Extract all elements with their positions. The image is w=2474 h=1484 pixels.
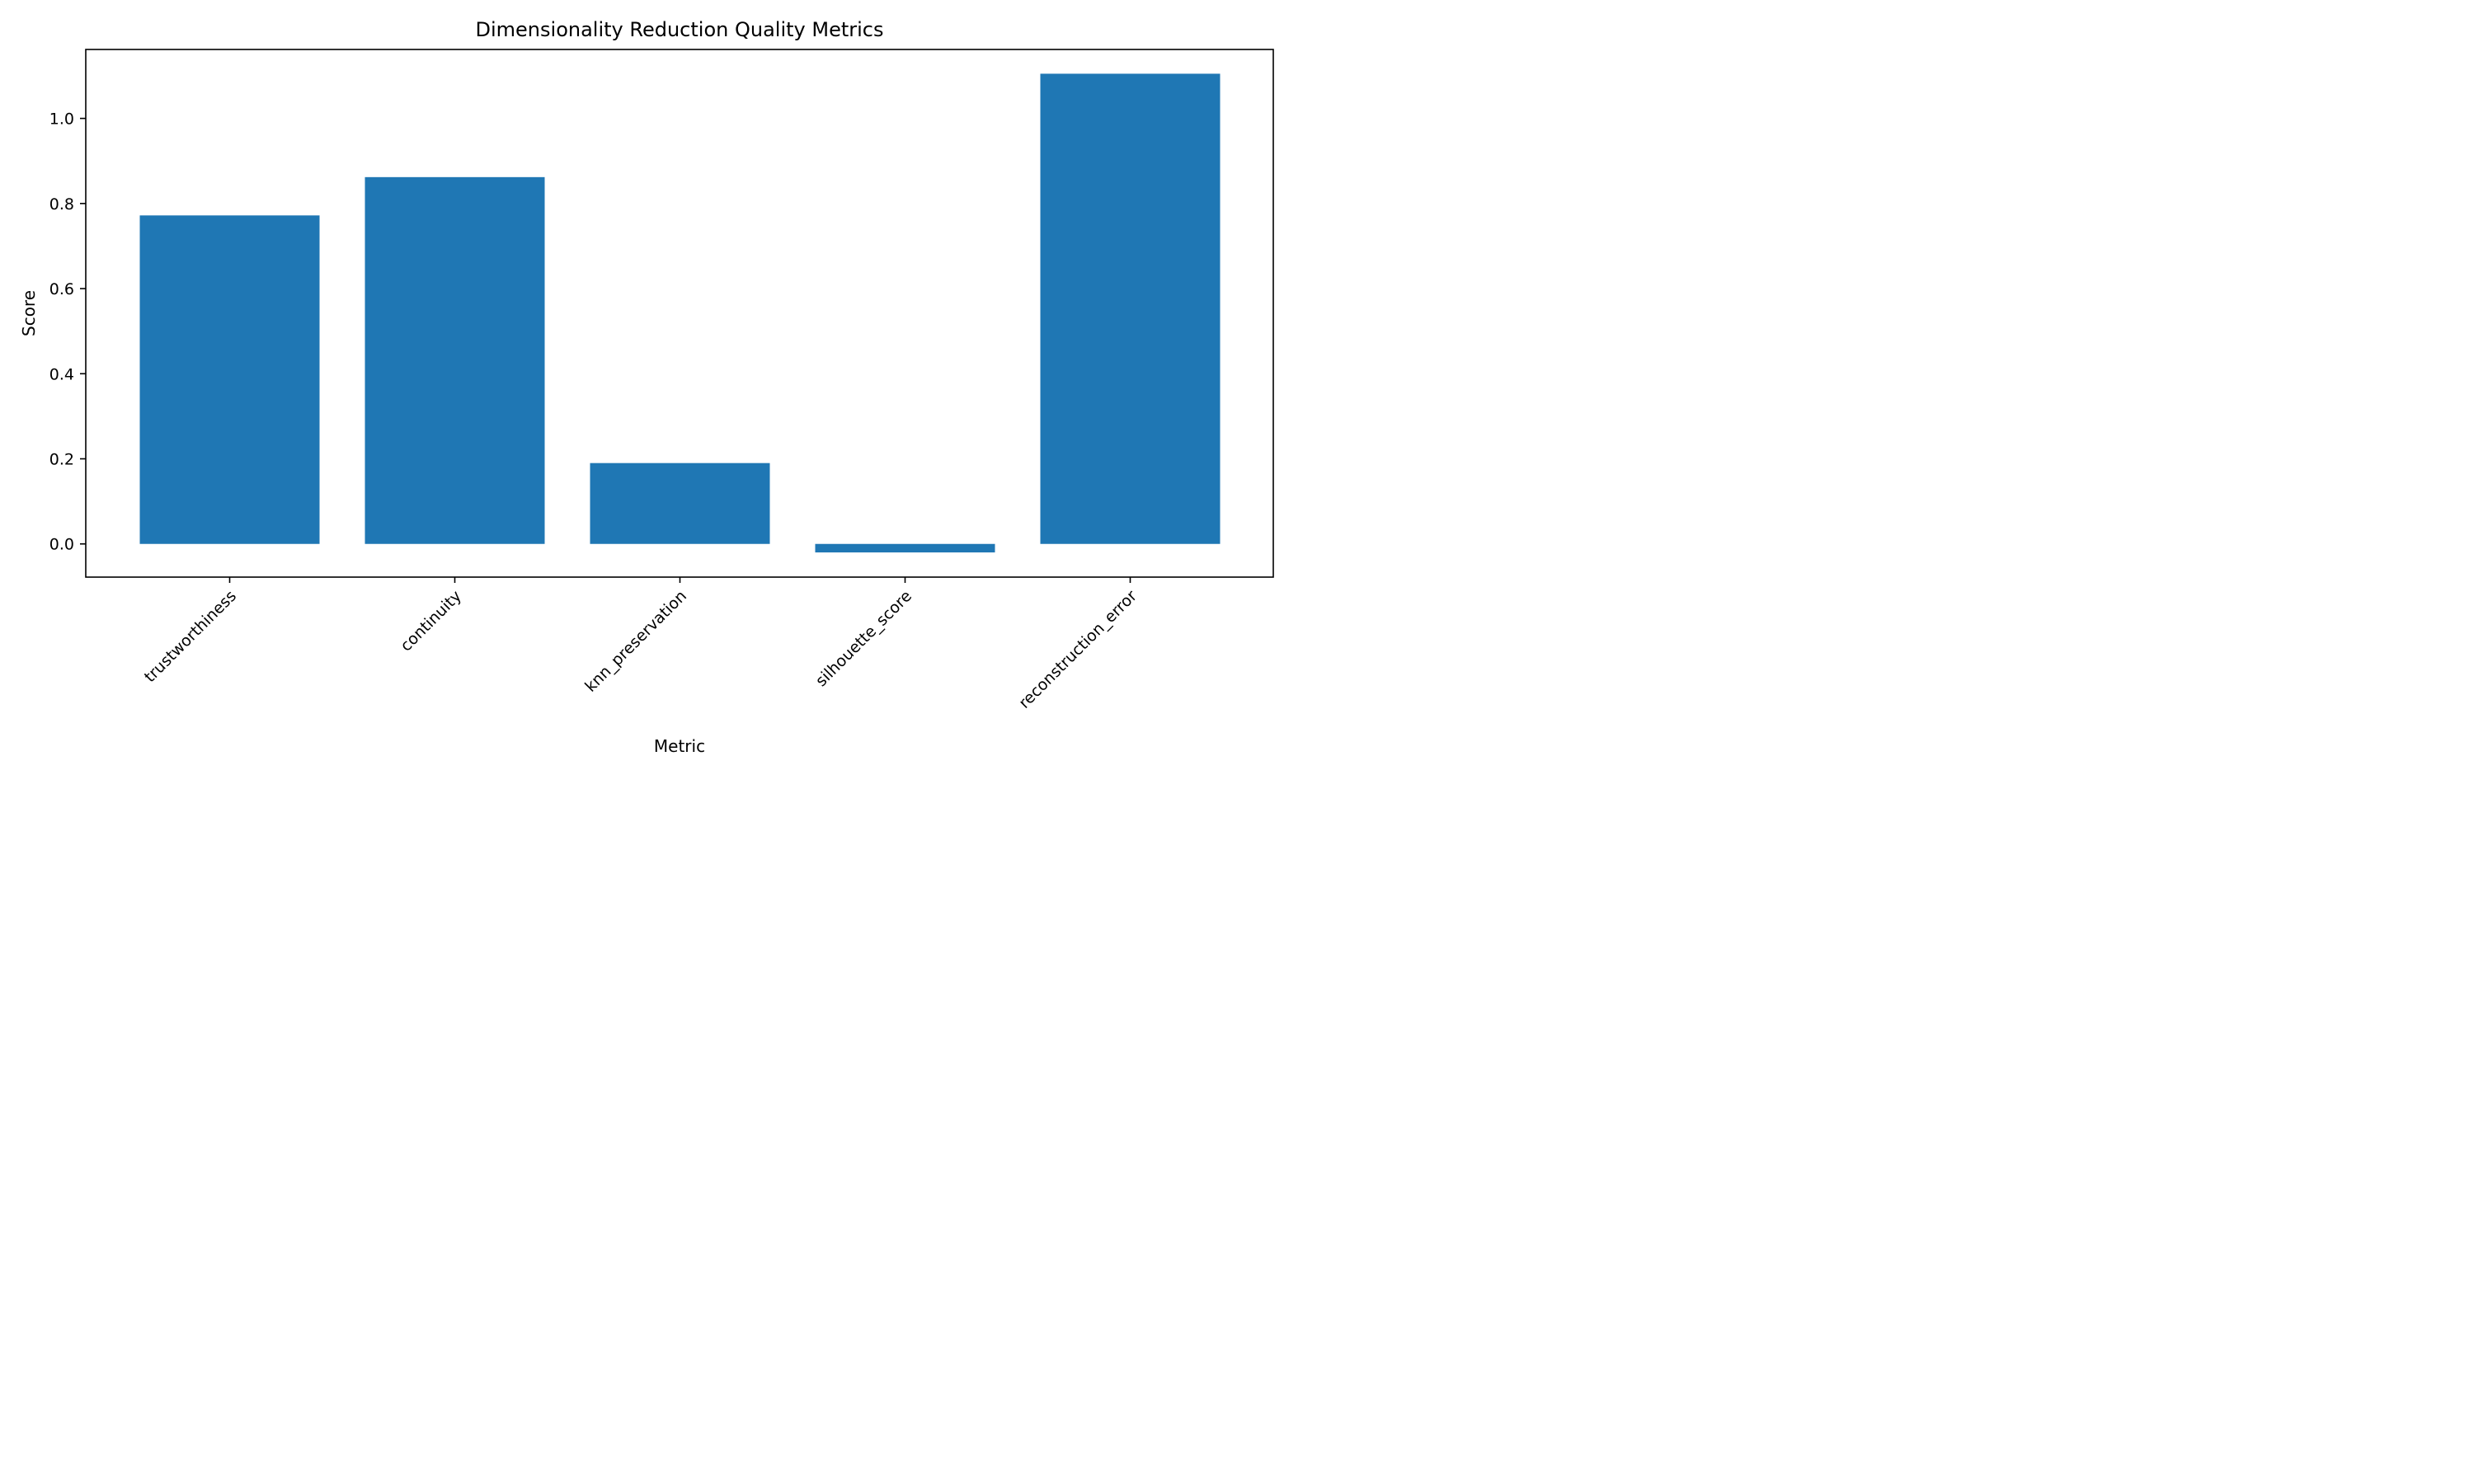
y-axis-ticks: 0.0 0.2 0.4 0.6 0.8 1.0 xyxy=(49,110,86,554)
x-tick-label: continuity xyxy=(397,587,465,655)
x-axis-ticks: trustworthiness continuity knn_preservatio… xyxy=(141,577,1141,712)
x-tick-label: reconstruction_error xyxy=(1015,587,1141,712)
bar-knn-preservation xyxy=(590,463,770,544)
bars-group xyxy=(139,73,1221,553)
bar-trustworthiness xyxy=(139,215,320,544)
x-tick-label: trustworthiness xyxy=(141,587,240,686)
x-tick-label: knn_preservation xyxy=(581,587,690,696)
y-tick-label: 0.6 xyxy=(49,280,74,298)
y-tick-label: 1.0 xyxy=(49,110,74,129)
y-axis-label: Score xyxy=(19,290,39,336)
bar-reconstruction-error xyxy=(1040,73,1221,544)
chart-title: Dimensionality Reduction Quality Metrics xyxy=(476,18,884,41)
bar-continuity xyxy=(365,176,545,544)
y-tick-label: 0.0 xyxy=(49,536,74,554)
bar-chart: Dimensionality Reduction Quality Metrics… xyxy=(19,18,1274,756)
x-axis-label: Metric xyxy=(654,736,705,756)
y-tick-label: 0.2 xyxy=(49,451,74,469)
y-tick-label: 0.4 xyxy=(49,365,74,383)
x-tick-label: silhouette_score xyxy=(812,587,915,690)
bar-silhouette-score xyxy=(815,543,995,553)
y-tick-label: 0.8 xyxy=(49,195,74,214)
